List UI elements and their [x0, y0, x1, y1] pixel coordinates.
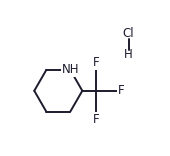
Text: H: H — [124, 48, 133, 61]
Text: F: F — [93, 56, 99, 69]
Text: F: F — [93, 112, 99, 126]
Text: F: F — [118, 84, 125, 97]
Text: Cl: Cl — [123, 27, 134, 40]
Text: NH: NH — [62, 63, 80, 76]
